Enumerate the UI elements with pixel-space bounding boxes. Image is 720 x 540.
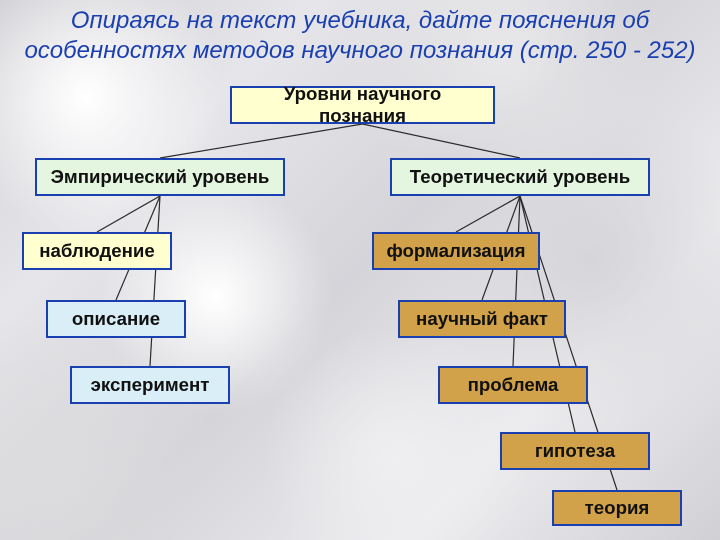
node-exp: эксперимент [70, 366, 230, 404]
node-root: Уровни научного познания [230, 86, 495, 124]
node-gipo: гипотеза [500, 432, 650, 470]
node-fact-label: научный факт [416, 308, 548, 330]
edge-theo-form [456, 196, 520, 232]
node-form-label: формализация [386, 240, 525, 262]
diagram-stage: Опираясь на текст учебника, дайте поясне… [0, 0, 720, 540]
node-theo-label: Теоретический уровень [410, 166, 630, 188]
edge-emp-nabl [97, 196, 160, 232]
node-fact: научный факт [398, 300, 566, 338]
node-nabl: наблюдение [22, 232, 172, 270]
node-teor-label: теория [585, 497, 650, 519]
node-root-label: Уровни научного познания [238, 83, 487, 127]
node-prob: проблема [438, 366, 588, 404]
edge-emp-exp [150, 196, 160, 366]
node-form: формализация [372, 232, 540, 270]
node-teor: теория [552, 490, 682, 526]
node-nabl-label: наблюдение [39, 240, 155, 262]
node-gipo-label: гипотеза [535, 440, 615, 462]
page-title: Опираясь на текст учебника, дайте поясне… [0, 6, 720, 66]
node-prob-label: проблема [468, 374, 559, 396]
node-opis-label: описание [72, 308, 160, 330]
node-exp-label: эксперимент [91, 374, 210, 396]
edge-theo-prob [513, 196, 520, 366]
edge-root-emp [160, 124, 363, 158]
title-text: Опираясь на текст учебника, дайте поясне… [24, 7, 695, 64]
node-theo: Теоретический уровень [390, 158, 650, 196]
edge-root-theo [363, 124, 521, 158]
node-emp: Эмпирический уровень [35, 158, 285, 196]
node-opis: описание [46, 300, 186, 338]
node-emp-label: Эмпирический уровень [51, 166, 270, 188]
